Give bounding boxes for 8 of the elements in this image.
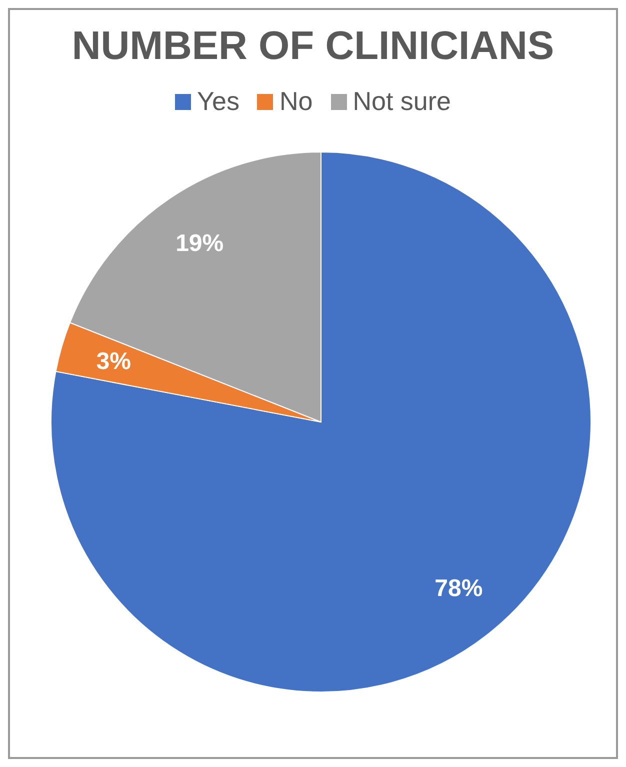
legend-label: Yes [196,86,240,117]
data-label: 3% [96,348,131,376]
chart-title: NUMBER OF CLINICIANS [70,23,556,70]
pie-slice [50,152,592,692]
data-label: 19% [176,230,224,257]
data-label: 78% [434,574,483,602]
legend-label: Not sure [352,86,451,117]
legend-label: No [278,86,313,117]
